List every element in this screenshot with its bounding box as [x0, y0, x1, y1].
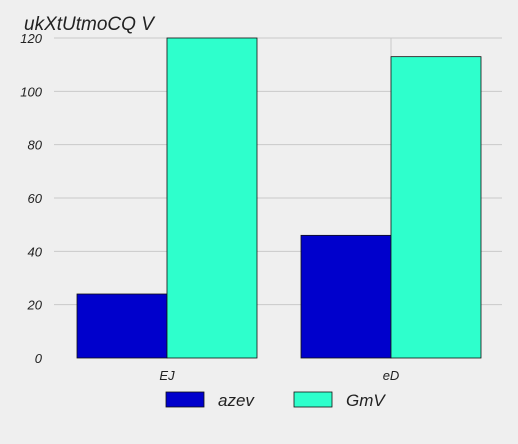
x-axis: EJ eD [159, 368, 399, 383]
y-tick-label: 120 [20, 31, 42, 46]
bar-azev-eD [300, 234, 392, 359]
x-tick-label: eD [383, 368, 400, 383]
bar-GmV-eD [390, 56, 482, 359]
y-tick-label: 0 [35, 351, 43, 366]
legend-swatch-azev [165, 391, 205, 408]
bar-azev-EJ [76, 293, 168, 359]
legend-label-azev: azev [218, 391, 255, 410]
y-axis: 0 20 40 60 80 100 120 [20, 31, 42, 366]
bars [76, 37, 482, 359]
legend-swatch-GmV [293, 391, 333, 408]
legend-label-GmV: GmV [346, 391, 386, 410]
y-tick-label: 20 [27, 298, 43, 313]
y-tick-label: 80 [28, 138, 43, 153]
chart-title: ukXtUtmoCQ V [24, 14, 156, 35]
x-tick-label: EJ [159, 368, 175, 383]
legend: azev GmV [165, 391, 386, 410]
y-tick-label: 60 [28, 191, 43, 206]
bar-GmV-EJ [166, 37, 258, 359]
y-tick-label: 100 [20, 84, 42, 99]
y-tick-label: 40 [28, 244, 43, 259]
